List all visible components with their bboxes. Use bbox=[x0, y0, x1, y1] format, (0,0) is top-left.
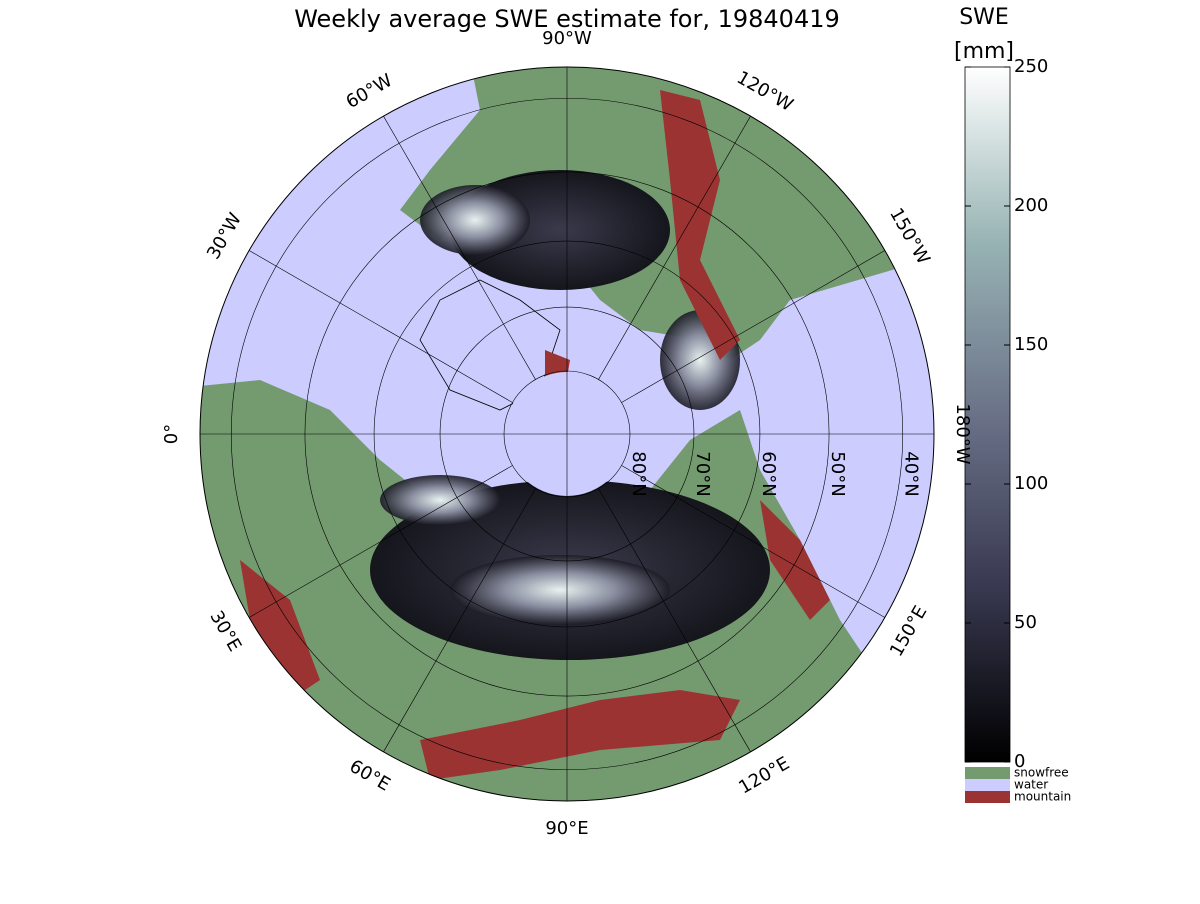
meridian-label: 90°W bbox=[542, 28, 592, 49]
snow-europe bbox=[380, 475, 500, 525]
map-title: Weekly average SWE estimate for, 1984041… bbox=[294, 5, 840, 33]
meridian-line bbox=[621, 465, 885, 618]
meridian-label: 30°E bbox=[205, 607, 245, 655]
meridian-label: 90°E bbox=[545, 818, 588, 839]
meridian-label: 180°W bbox=[952, 403, 973, 464]
meridian-label: 120°E bbox=[735, 753, 793, 799]
mountain-europe bbox=[240, 560, 320, 700]
meridian-label: 120°W bbox=[733, 67, 797, 116]
greenland bbox=[419, 279, 561, 411]
mountain-rockies bbox=[660, 90, 740, 360]
parallel-label: 60°N bbox=[758, 451, 779, 496]
meridian-line bbox=[598, 116, 751, 380]
meridian-label: 150°W bbox=[885, 205, 934, 269]
legend-swatch bbox=[965, 767, 1010, 779]
legend-label: mountain bbox=[1014, 790, 1071, 804]
mountain-east bbox=[760, 500, 830, 620]
meridian-label: 150°E bbox=[886, 602, 932, 660]
snow-america-deep bbox=[420, 185, 530, 255]
legend-swatch bbox=[965, 779, 1010, 791]
colorbar-tick-label: 100 bbox=[1014, 473, 1048, 494]
mountain-asia bbox=[420, 690, 740, 780]
parallel-label: 50°N bbox=[827, 451, 848, 496]
snow-eurasia-deep bbox=[450, 555, 670, 625]
colorbar-tick-label: 150 bbox=[1014, 334, 1048, 355]
meridian-line bbox=[598, 488, 751, 752]
colorbar-tick-label: 0 bbox=[1014, 751, 1025, 772]
colorbar-tick-label: 50 bbox=[1014, 612, 1037, 633]
parallel-label: 40°N bbox=[901, 451, 922, 496]
legend-label: snowfree bbox=[1014, 766, 1069, 780]
parallel-label: 80°N bbox=[628, 451, 649, 496]
map-border bbox=[199, 66, 935, 802]
colorbar-title: SWE bbox=[959, 5, 1009, 30]
meridian-label: 30°W bbox=[203, 209, 246, 263]
legend-swatch bbox=[965, 791, 1010, 803]
colorbar-tick-label: 200 bbox=[1014, 195, 1048, 216]
meridian-label: 0° bbox=[161, 424, 182, 444]
meridian-label: 60°W bbox=[342, 70, 396, 113]
colorbar bbox=[964, 66, 1011, 763]
meridian-line bbox=[621, 250, 885, 403]
meridian-label: 60°E bbox=[346, 756, 394, 796]
meridian-line bbox=[383, 116, 536, 380]
parallel-label: 70°N bbox=[692, 451, 713, 496]
colorbar-tick-label: 250 bbox=[1014, 56, 1048, 77]
meridian-line bbox=[249, 465, 513, 618]
meridian-line bbox=[249, 250, 513, 403]
colorbar-unit: [mm] bbox=[954, 39, 1014, 64]
graticule bbox=[200, 67, 934, 801]
meridian-line bbox=[383, 488, 536, 752]
legend-label: water bbox=[1014, 778, 1048, 792]
